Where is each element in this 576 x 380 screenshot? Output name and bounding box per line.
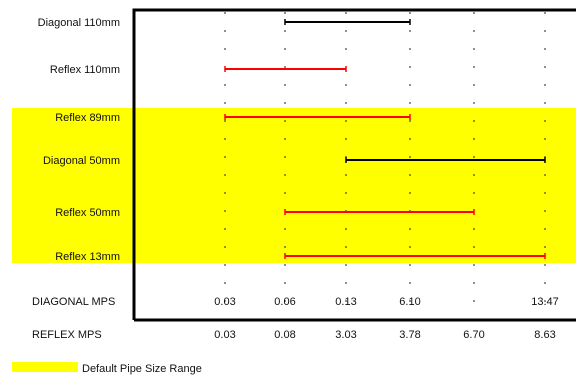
tick-label: 3.03 [335,329,356,341]
row-label: Reflex 50mm [55,207,120,219]
row-label: Reflex 89mm [55,112,120,124]
tick-label: 0.06 [274,296,295,308]
tick-label: 0.13 [335,296,356,308]
tick-label: 0.08 [274,329,295,341]
highlight-band [12,108,576,263]
row-label: Reflex 13mm [55,251,120,263]
tick-label: 8.63 [534,329,555,341]
tick-label: 13.47 [531,296,559,308]
row-label: Diagonal 110mm [38,17,120,29]
axis-label: REFLEX MPS [32,329,102,341]
tick-rows: DIAGONAL MPS 0.03 0.06 0.13 6.10 13.47 REFLEX … [32,296,559,341]
tick-label: 0.03 [214,329,235,341]
tick-label: 0.03 [214,296,235,308]
plot-frame [132,8,576,320]
tick-label: 3.78 [399,329,420,341]
tick-label: 6.70 [463,329,484,341]
legend-swatch [12,362,78,372]
tick-label: 6.10 [399,296,420,308]
legend-label: Default Pipe Size Range [82,363,202,375]
row-label: Reflex 110mm [50,64,120,76]
range-rows: Diagonal 110mm Reflex 110mm Reflex 89mm Dia… [38,17,546,263]
axis-label: DIAGONAL MPS [32,296,115,308]
row-label: Diagonal 50mm [43,155,120,167]
